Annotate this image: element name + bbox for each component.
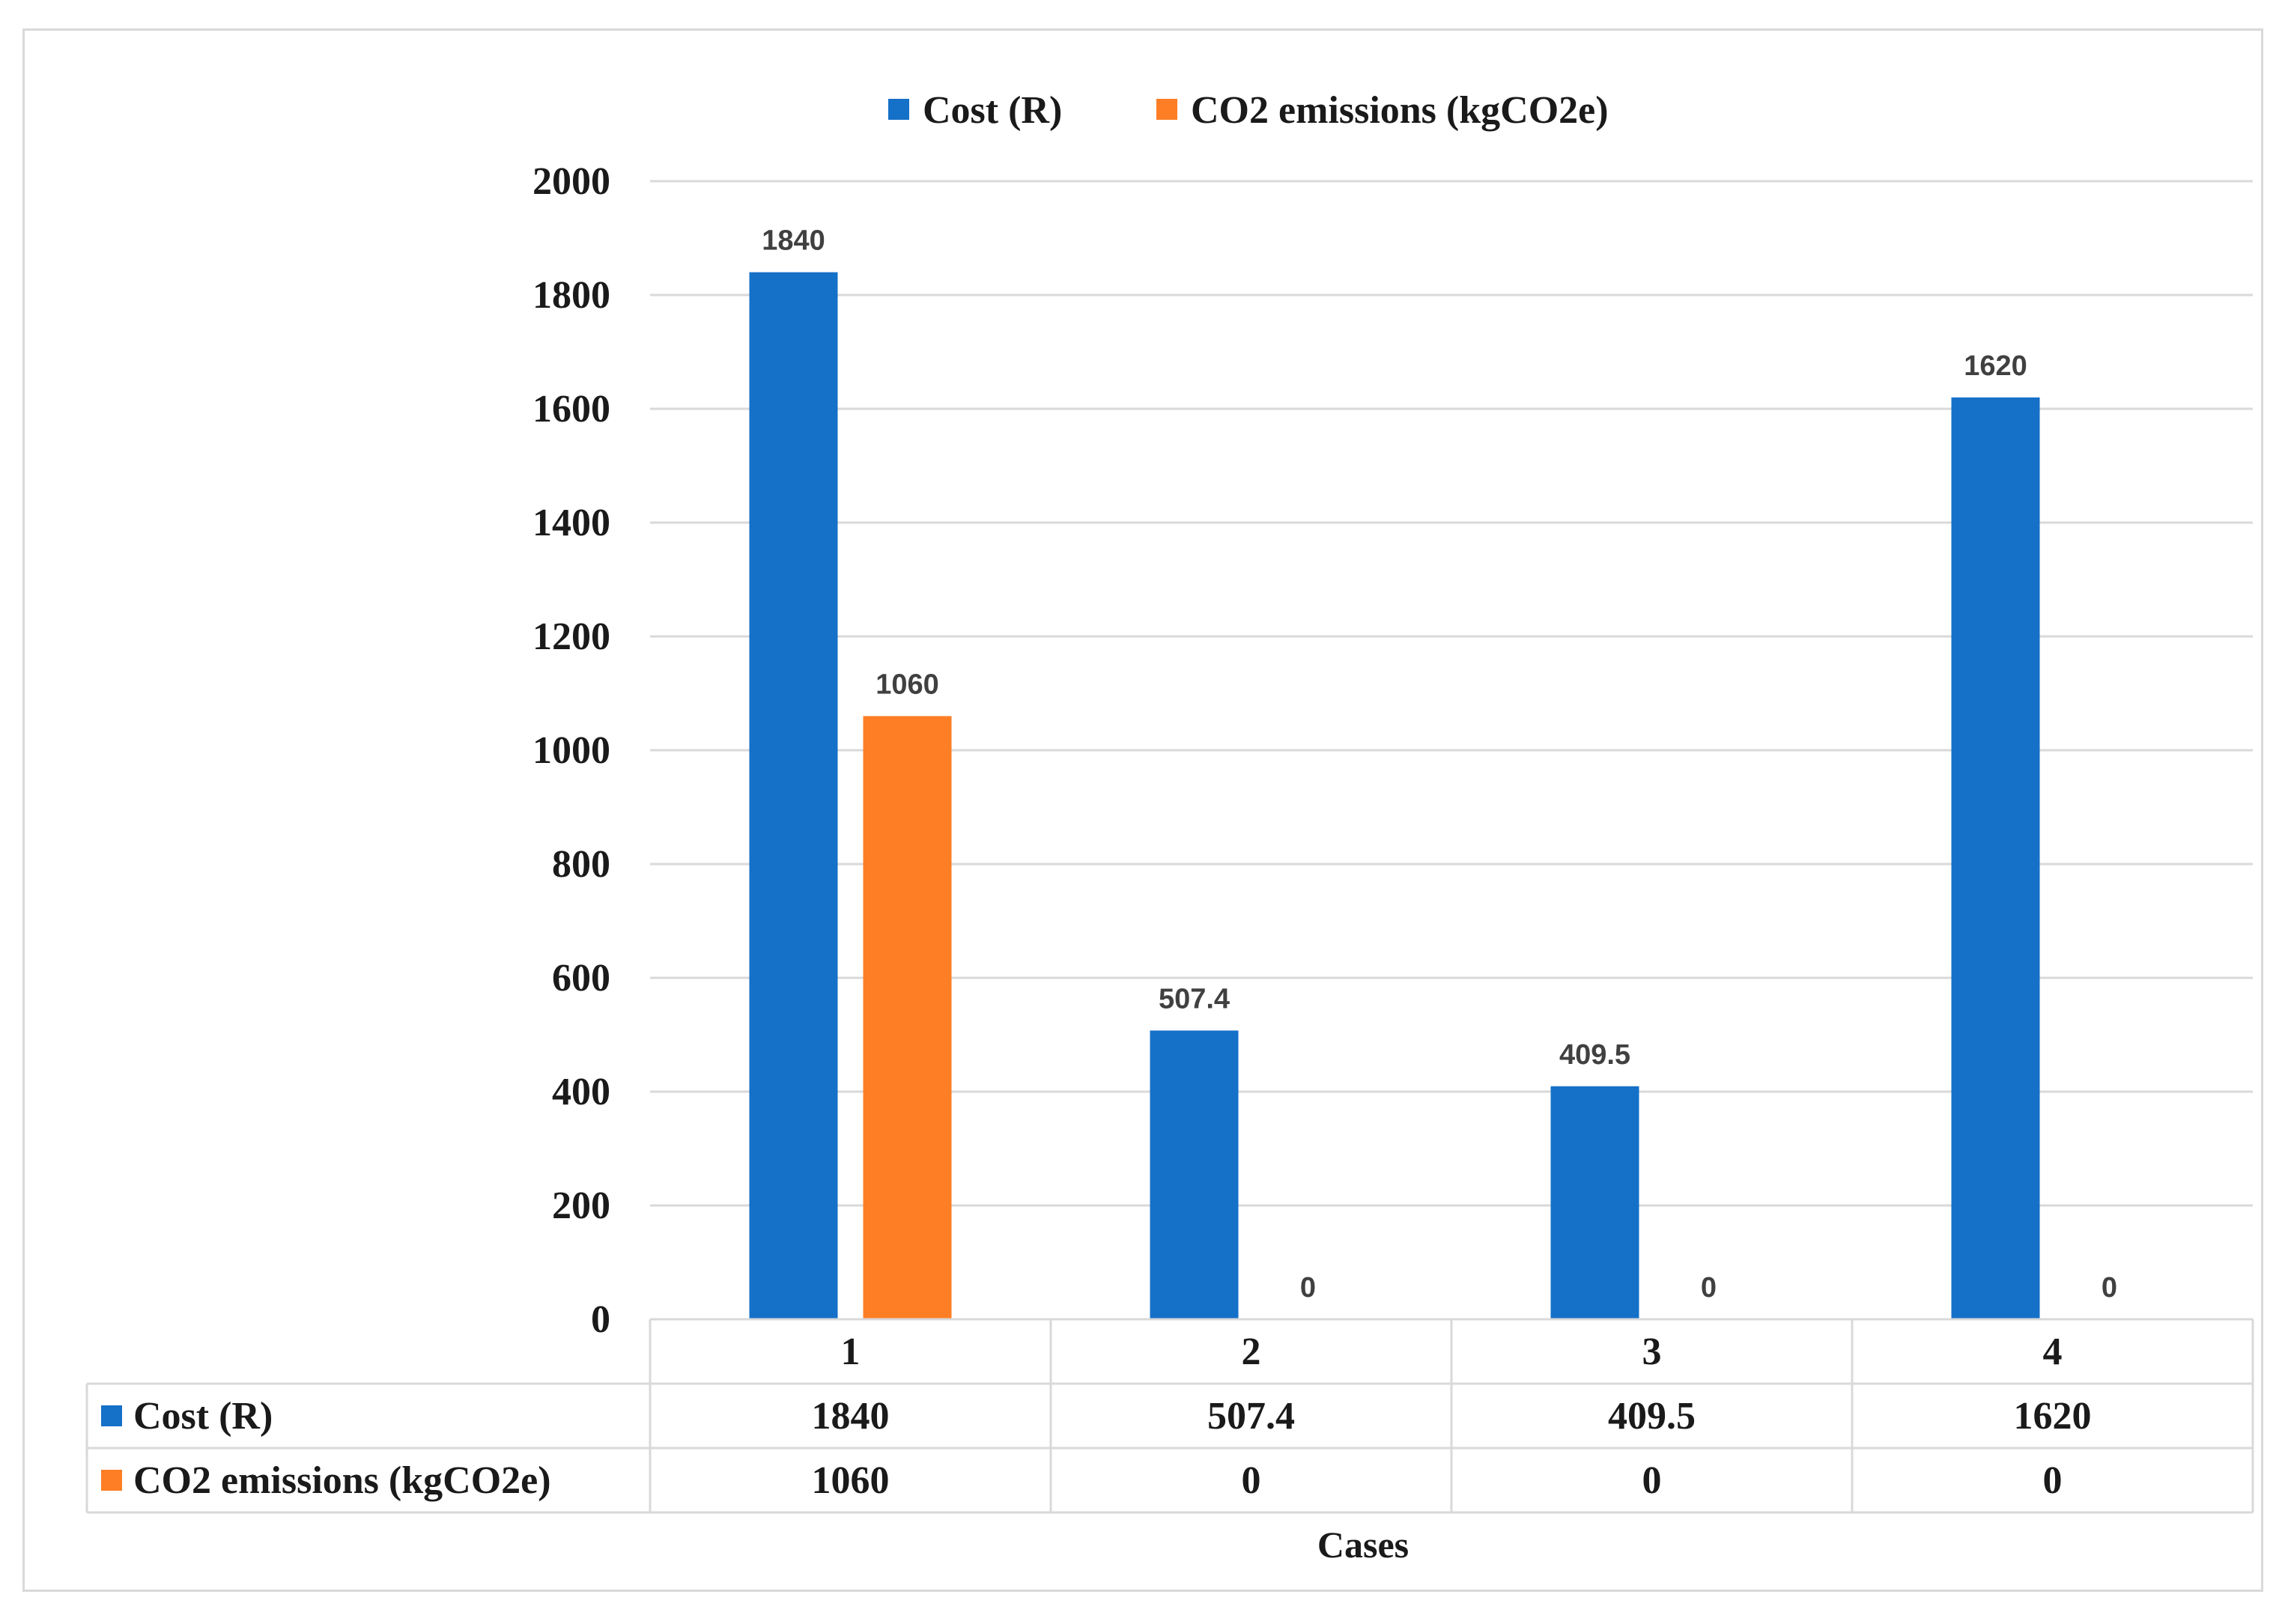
legend-label: CO2 emissions (kgCO2e) — [1191, 89, 1609, 132]
data-label: 409.5 — [1559, 1039, 1630, 1071]
table-cell: 0 — [1242, 1459, 1261, 1502]
table-cell: 0 — [1642, 1459, 1662, 1502]
data-labels: 1840 1060 507.4 0 409.5 0 1620 0 — [762, 225, 2117, 1304]
y-tick-label: 800 — [552, 843, 610, 886]
data-label: 0 — [1701, 1272, 1717, 1304]
data-label: 0 — [2102, 1272, 2117, 1304]
table-legend-swatch — [101, 1470, 122, 1491]
y-tick-label: 2000 — [532, 160, 610, 203]
bar-co2-case-1 — [863, 716, 952, 1319]
x-tick-label: 4 — [2043, 1330, 2063, 1373]
y-tick-label: 1600 — [532, 388, 610, 431]
table-cell: 1620 — [2014, 1395, 2092, 1438]
table-row-label: CO2 emissions (kgCO2e) — [133, 1459, 551, 1502]
y-tick-label: 400 — [552, 1071, 610, 1113]
table-cell: 1840 — [812, 1395, 890, 1438]
x-axis-label: Cases — [1317, 1524, 1409, 1566]
x-tick-label: 1 — [841, 1330, 861, 1373]
legend-label: Cost (R) — [923, 89, 1062, 132]
bar-cost-case-1 — [749, 272, 838, 1320]
legend-swatch — [1156, 99, 1177, 120]
x-tick-label: 2 — [1242, 1330, 1261, 1373]
y-tick-label: 200 — [552, 1184, 610, 1227]
y-tick-label: 1400 — [532, 502, 610, 544]
table-cell: 1060 — [812, 1459, 890, 1502]
bar-cost-case-2 — [1150, 1030, 1239, 1319]
table-cell: 0 — [2043, 1459, 2063, 1502]
bar-cost-case-4 — [1951, 397, 2040, 1319]
data-label: 1840 — [762, 225, 825, 257]
y-tick-label: 1200 — [532, 615, 610, 658]
chart-frame — [22, 28, 2263, 1592]
legend-swatch — [888, 99, 909, 120]
table-row-label: Cost (R) — [133, 1395, 273, 1438]
table-cell: 409.5 — [1608, 1395, 1696, 1438]
table-legend-swatch — [101, 1405, 122, 1426]
y-tick-label: 600 — [552, 957, 610, 1000]
bars — [749, 272, 2040, 1320]
bar-cost-case-3 — [1550, 1086, 1639, 1319]
x-tick-label: 3 — [1642, 1330, 1662, 1373]
y-tick-label: 1000 — [532, 729, 610, 772]
y-tick-label: 1800 — [532, 274, 610, 317]
data-label: 1620 — [1964, 350, 2027, 382]
data-label: 507.4 — [1159, 983, 1230, 1015]
table-cell: 507.4 — [1207, 1395, 1295, 1438]
y-axis-ticks: 0 200 400 600 800 1000 1200 1400 1600 1800 2000 — [532, 160, 610, 1341]
data-label: 0 — [1300, 1272, 1316, 1304]
data-table: 1 2 3 4 Cost (R) 1840 507.4 409.5 1620 CO2 emissi… — [85, 1318, 2254, 1514]
data-label: 1060 — [876, 669, 939, 700]
legend: Cost (R) CO2 emissions (kgCO2e) — [888, 89, 1609, 132]
y-tick-label: 0 — [591, 1298, 610, 1341]
